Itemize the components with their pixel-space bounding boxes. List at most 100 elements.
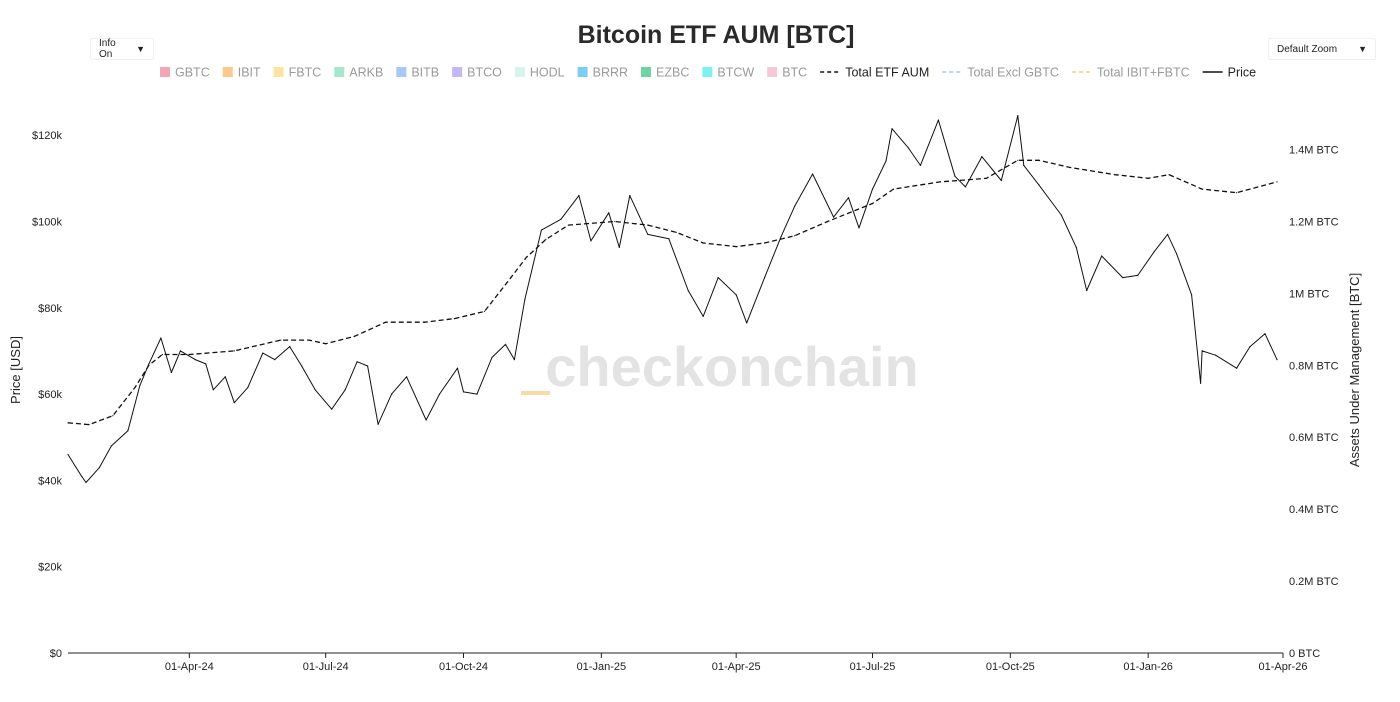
data-point-total-etf-aum (1038, 159, 1040, 161)
data-point-price (233, 402, 235, 404)
legend-item-ibit[interactable]: IBIT (222, 66, 261, 80)
data-point-total-etf-aum (735, 246, 737, 248)
data-point-price (1086, 289, 1088, 292)
data-point-total-etf-aum (506, 282, 508, 284)
data-point-price (438, 393, 441, 395)
legend-swatch (702, 67, 713, 77)
data-point-price (1153, 251, 1155, 253)
data-point-price (1017, 115, 1019, 117)
data-point-price (1038, 184, 1040, 186)
legend-item-ezbc[interactable]: EZBC (641, 66, 689, 80)
data-point-price (148, 363, 150, 365)
data-point-price (1276, 359, 1278, 361)
data-point-price (1060, 214, 1062, 216)
data-point-total-etf-aum (1114, 174, 1116, 176)
data-point-price (833, 216, 835, 218)
legend-item-total-excl-gbtc[interactable]: Total Excl GBTC (942, 66, 1059, 80)
data-point-price (919, 164, 922, 166)
legend-item-btc[interactable]: BTC (767, 66, 807, 80)
y-tick-label: $80k (38, 303, 62, 315)
legend-item-fbtc[interactable]: FBTC (273, 66, 322, 80)
legend-label: IBIT (238, 66, 261, 80)
data-point-total-etf-aum (871, 202, 874, 205)
data-point-price (67, 453, 69, 456)
y2-axis-label: Assets Under Management [BTC] (1347, 273, 1362, 467)
legend-item-btcw[interactable]: BTCW (702, 66, 754, 80)
data-point-price (1167, 233, 1169, 235)
data-point-price (367, 365, 369, 367)
data-point-price (1000, 179, 1002, 182)
x-tick-label: 01-Jul-24 (303, 661, 349, 673)
data-point-total-etf-aum (424, 321, 426, 323)
data-point-total-etf-aum (112, 415, 114, 417)
data-point-total-etf-aum (892, 188, 895, 190)
data-point-price (224, 376, 226, 378)
info-toggle-dropdown[interactable]: Info On ▼ (90, 38, 154, 60)
data-point-price (629, 195, 631, 197)
data-point-price (247, 387, 249, 389)
data-point-price (1075, 246, 1077, 248)
zoom-label: Default Zoom (1277, 43, 1338, 55)
y2-tick-label: 0.2M BTC (1289, 576, 1339, 588)
data-point-price (1215, 354, 1217, 356)
legend-item-brrr[interactable]: BRRR (577, 66, 628, 80)
legend-label: ARKB (349, 66, 383, 80)
data-point-price (1264, 333, 1266, 335)
data-point-total-etf-aum (614, 220, 616, 223)
data-point-price (1137, 274, 1139, 276)
legend-item-price[interactable]: Price (1202, 66, 1257, 80)
data-point-total-etf-aum (308, 339, 310, 341)
x-tick-label: 01-Oct-25 (986, 661, 1035, 673)
data-point-price (780, 236, 782, 238)
legend-item-gbtc[interactable]: GBTC (160, 66, 210, 80)
data-point-price (194, 359, 196, 361)
data-point-total-etf-aum (1276, 181, 1278, 183)
data-point-total-etf-aum (985, 177, 988, 179)
legend-item-hodl[interactable]: HODL (514, 66, 565, 80)
y-axis-label: Price [USD] (8, 336, 23, 404)
legend-item-arkb[interactable]: ARKB (334, 66, 383, 80)
data-point-price (491, 356, 493, 358)
data-point-total-etf-aum (88, 424, 90, 426)
data-point-total-etf-aum (525, 256, 528, 258)
data-point-price (274, 359, 276, 361)
legend-item-total-etf-aum[interactable]: Total ETF AUM (820, 66, 929, 80)
data-point-total-etf-aum (280, 339, 282, 341)
data-point-price (847, 197, 850, 199)
data-point-price (687, 289, 689, 292)
ibit-fbtc-mark (521, 391, 550, 395)
data-point-price (1122, 277, 1124, 279)
data-point-price (981, 156, 983, 158)
legend-label: BITB (411, 66, 439, 80)
y2-tick-label: 1.2M BTC (1289, 216, 1339, 228)
data-point-price (80, 475, 83, 477)
legend-item-btco[interactable]: BTCO (452, 66, 502, 80)
data-point-price (954, 175, 956, 177)
data-point-total-etf-aum (67, 422, 69, 424)
data-point-total-etf-aum (385, 321, 387, 323)
data-point-price (212, 389, 214, 391)
data-point-total-etf-aum (1201, 188, 1203, 190)
data-point-total-etf-aum (1168, 174, 1170, 176)
y-tick-label: $40k (38, 475, 62, 487)
data-point-total-etf-aum (939, 181, 941, 183)
legend-item-bitb[interactable]: BITB (396, 66, 439, 80)
data-point-price (1249, 346, 1251, 348)
data-point-total-etf-aum (827, 220, 829, 223)
legend-swatch (641, 67, 652, 77)
x-tick-label: 01-Apr-26 (1259, 661, 1308, 673)
data-point-price (560, 218, 562, 220)
left-axis-ticks: $0 $20k $40k $60k $80k $100k $120k (32, 130, 62, 660)
legend-swatch (577, 67, 588, 77)
legend-label: FBTC (289, 66, 322, 80)
data-point-total-etf-aum (702, 242, 704, 244)
data-point-total-etf-aum (794, 235, 796, 237)
data-point-price (1201, 350, 1203, 352)
data-point-price (262, 352, 264, 354)
legend-item-total-ibit-fbtc[interactable]: Total IBIT+FBTC (1071, 66, 1190, 80)
zoom-dropdown[interactable]: Default Zoom ▼ (1268, 38, 1376, 60)
data-point-price (456, 367, 459, 369)
data-point-price (1200, 382, 1202, 384)
y2-tick-label: 0.6M BTC (1289, 432, 1339, 444)
